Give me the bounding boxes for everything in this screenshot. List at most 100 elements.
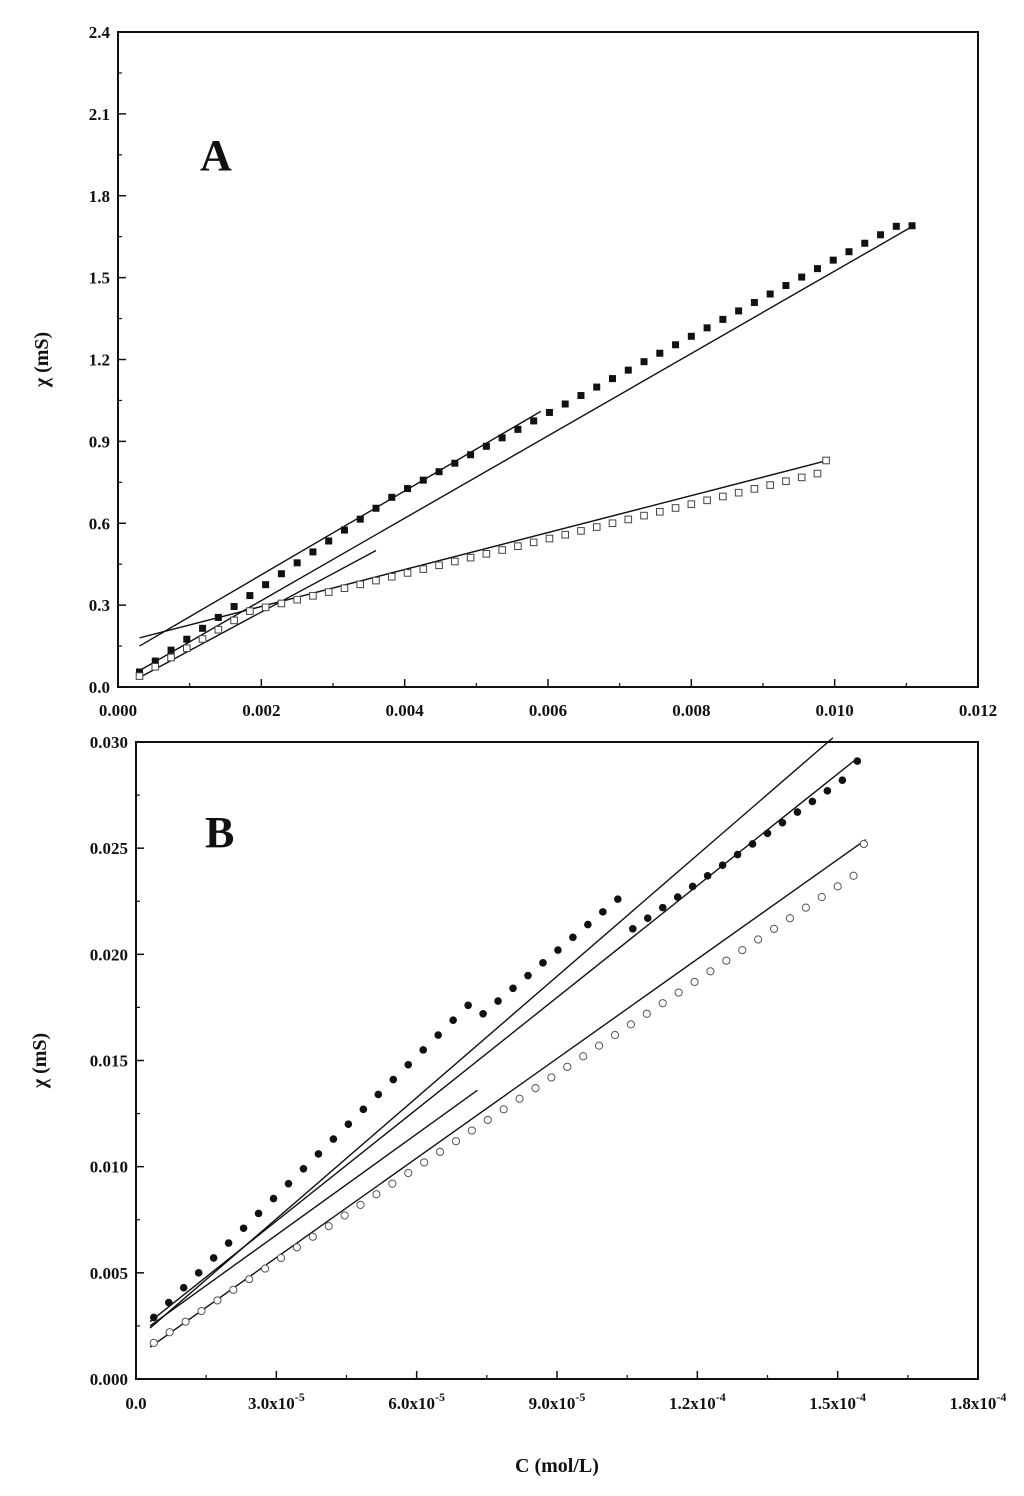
panel-a-series-1-point <box>609 375 616 383</box>
panel-a-series-1-point <box>277 570 285 578</box>
panel-b-series-1-point <box>344 1120 353 1128</box>
panel-b-series-1-point <box>494 997 502 1005</box>
panel-b-series-2-point <box>435 1147 445 1156</box>
panel-b-series-1-point <box>793 808 802 816</box>
panel-a-series-1-point <box>451 459 459 467</box>
panel-a-x-tick-label: 0.010 <box>816 701 854 720</box>
panel-b-plot-frame <box>135 741 979 1380</box>
panel-b-series-2-point <box>229 1285 238 1294</box>
panel-b-series-2-point <box>769 924 779 933</box>
panel-a-series-1 <box>136 222 916 676</box>
panel-b-series-1-point <box>254 1209 263 1218</box>
panel-b-series-1-point <box>703 871 712 880</box>
panel-a-x-tick-label: 0.000 <box>99 701 137 720</box>
panel-a-series-2-point <box>387 572 396 581</box>
panel-b-series-1-point <box>269 1194 278 1203</box>
panel-a-series-1-point <box>151 657 159 665</box>
panel-a-series-2-point <box>451 557 459 566</box>
panel-b-series-2-point <box>658 999 667 1008</box>
panel-a-series-2-point <box>135 672 144 680</box>
panel-a-series-1-point <box>325 537 333 545</box>
panel-b-series-1-point <box>808 797 817 806</box>
panel-a-axes: 0.000 0.002 0.004 0.006 0.008 0.010 0.012 0.0 0.… <box>89 23 997 720</box>
panel-a-y-tick-label: 1.5 <box>89 269 110 288</box>
panel-a-series-1-point <box>656 349 664 357</box>
panel-b-series-2-point <box>754 935 763 944</box>
panel-b-series-1-point <box>224 1239 233 1247</box>
panel-b-series-1-point <box>853 757 862 765</box>
panel-b-series-2-point <box>859 839 868 849</box>
panel-b-series-1-point <box>449 1016 457 1024</box>
panel-b-series-1-point <box>149 1313 158 1322</box>
panel-a-y-tick-label: 0.3 <box>89 596 110 615</box>
panel-b-series-2-point <box>372 1190 381 1199</box>
panel-a-series-1-point <box>467 451 475 459</box>
panel-b-series-2-point <box>388 1179 397 1188</box>
panel-b-series-1-point <box>314 1150 323 1158</box>
panel-b-x-tick-label: 9.0x10-5 <box>529 1390 586 1413</box>
panel-b-y-tick-label: 0.020 <box>90 945 128 964</box>
panel-a-series-1-point <box>230 602 238 610</box>
panel-a-series-2 <box>135 456 830 680</box>
panel-a-fit-line-3 <box>139 549 377 679</box>
panel-a-series-2-point <box>719 492 727 501</box>
panel-a-series-1-point <box>246 592 254 600</box>
panel-b-series-2-point <box>642 1009 651 1018</box>
panel-b-series-2-point <box>181 1317 190 1326</box>
panel-b-x-tick-label: 6.0x10-5 <box>388 1390 445 1413</box>
panel-b-series-2-point <box>849 871 858 880</box>
panel-b-series-1-point <box>239 1224 248 1233</box>
panel-a-series-1-point <box>530 417 538 425</box>
panel-b-series-2-point <box>801 903 810 912</box>
panel-a-series-2-point <box>198 635 207 643</box>
panel-a-series-2-point <box>734 488 743 497</box>
panel-b-series-2-point <box>276 1253 286 1263</box>
panel-a-series-2-point <box>561 530 570 539</box>
panel-b-series-1-point <box>599 908 607 916</box>
panel-a-series-2-point <box>466 553 475 562</box>
panel-a-series-1-point <box>372 504 380 512</box>
panel-b-series-1-point <box>284 1179 293 1188</box>
panel-b-series-1-point <box>673 893 682 901</box>
panel-b-series-2-point <box>595 1041 604 1050</box>
panel-b-y-tick-label: 0.030 <box>90 733 128 752</box>
panel-b-marks <box>149 737 868 1348</box>
panel-b-series-1-point <box>688 882 697 891</box>
panel-a-fit-line-2 <box>139 225 914 672</box>
panel-a-series-1-point <box>861 239 869 247</box>
panel-b-series-2-point <box>610 1030 620 1040</box>
panel-b-series-1-point <box>554 946 562 954</box>
panel-b-series-1-point <box>584 920 592 929</box>
panel-a-series-2-point <box>324 588 333 596</box>
panel-a-series-1-point <box>199 624 207 632</box>
panel-b-label: B <box>205 808 234 857</box>
panel-a-y-tick-label: 2.1 <box>89 105 110 124</box>
panel-b-series-2-point <box>674 988 683 997</box>
panel-a-series-1-point <box>750 298 758 306</box>
panel-b-series-1-point <box>194 1269 203 1277</box>
panel-a-y-tick-label: 0.6 <box>89 514 110 533</box>
panel-a-series-2-point <box>797 473 806 482</box>
panel-b-series-1-point <box>464 1001 472 1010</box>
panel-b-series-2-point <box>483 1115 492 1125</box>
panel-a-series-2-point <box>514 542 522 550</box>
panel-a-series-2-point <box>577 527 585 535</box>
panel-b-series-2-point <box>340 1211 349 1220</box>
panel-a-series-2-point <box>813 469 822 478</box>
panel-a-series-1-point <box>719 315 727 323</box>
panel-a-series-1-point <box>877 231 885 239</box>
panel-a-series-2-point <box>151 663 160 671</box>
panel-b-series-2-point <box>579 1052 588 1061</box>
panel-a-series-1-point <box>167 646 175 654</box>
panel-b-series-1-point <box>479 1009 487 1018</box>
panel-b-series-2-point <box>420 1158 429 1167</box>
panel-a-y-tick-label: 0.0 <box>89 678 110 697</box>
panel-a-x-tick-label: 0.004 <box>386 701 425 720</box>
panel-a-series-1-point <box>356 515 364 523</box>
panel-a-chart: A χ (mS) 0.000 0.002 0.004 0.006 0.008 0.010 0… <box>31 23 997 720</box>
panel-b-series-1-point <box>419 1046 428 1054</box>
panel-a-fit-line-4 <box>139 459 828 639</box>
panel-a-series-1-point <box>293 559 301 567</box>
panel-a-series-2-point <box>671 504 680 512</box>
panel-a-series-2-point <box>419 565 428 573</box>
